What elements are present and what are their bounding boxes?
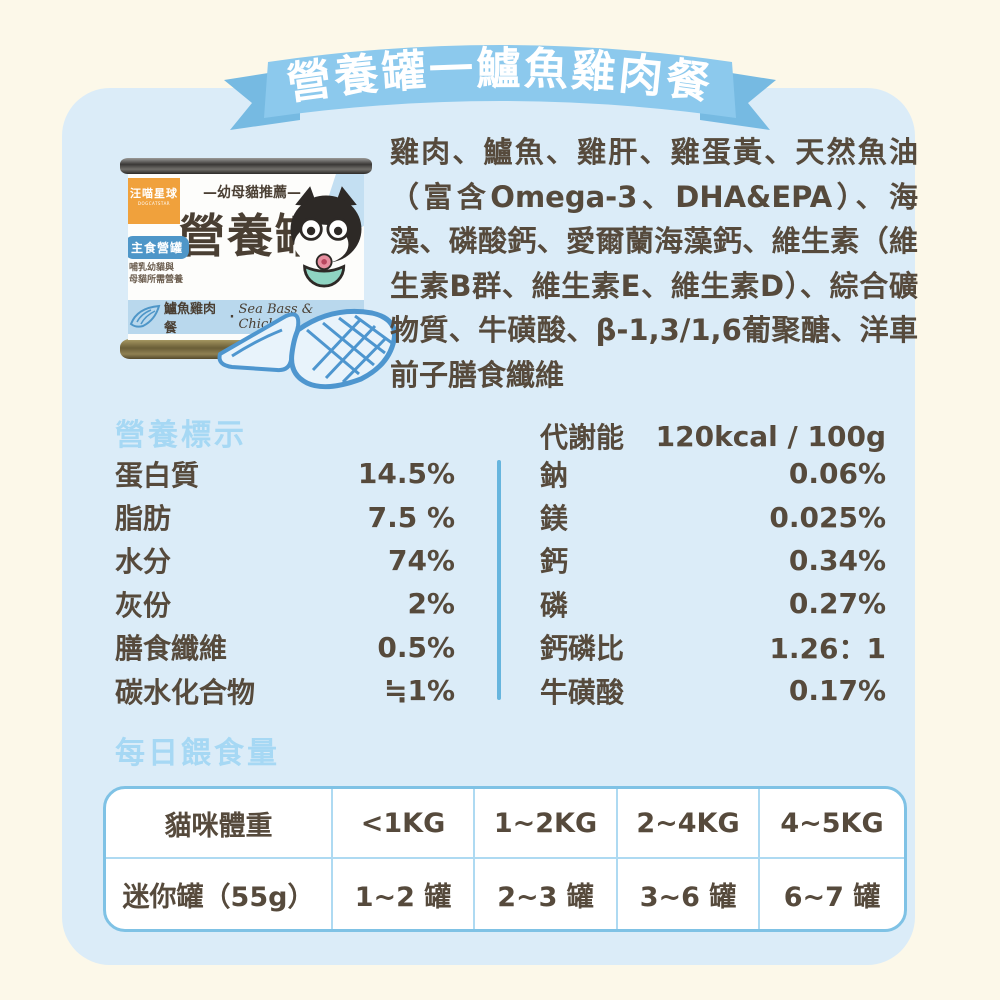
- feeding-value-cell: 2~3 罐: [475, 859, 618, 929]
- nutrient-label: 碳水化合物: [115, 675, 256, 709]
- nutrition-row: 碳水化合物 ≒1%: [115, 669, 455, 712]
- nutrition-row: 蛋白質 14.5%: [115, 452, 455, 495]
- feeding-table: 貓咪體重 <1KG 1~2KG 2~4KG 4~5KG 迷你罐（55g） 1~2…: [103, 786, 907, 932]
- nutrition-section-title: 營養標示: [115, 418, 247, 453]
- brand-name-en: DOGCATSTAR: [137, 201, 171, 206]
- ingredients-text: 雞肉、鱸魚、雞肝、雞蛋黃、天然魚油（富含Omega-3、DHA&EPA）、海藻、…: [390, 135, 918, 392]
- metabolic-energy-row: 代謝能 120kcal / 100g: [540, 416, 886, 456]
- nutrition-row: 鎂 0.025%: [540, 495, 886, 538]
- nutrition-row: 鈉 0.06%: [540, 452, 886, 495]
- nutrient-label: 鎂: [540, 502, 569, 536]
- nutrient-value: 0.06%: [788, 457, 886, 491]
- nutrient-value: 0.5%: [377, 630, 455, 664]
- brand-badge: 汪喵星球 DOGCATSTAR: [128, 178, 180, 224]
- metabolic-energy-label: 代謝能: [540, 421, 625, 454]
- can-label: 汪喵星球 DOGCATSTAR —幼母貓推薦— 營養罐 主食營罐 哺乳幼貓與 母…: [128, 174, 364, 340]
- fish-pattern-icon: [129, 304, 161, 328]
- nutrition-row: 灰份 2%: [115, 582, 455, 625]
- nutrient-label: 水分: [115, 545, 172, 579]
- cat-illustration: [290, 186, 362, 288]
- nutrient-value: 14.5%: [357, 457, 455, 491]
- nutrient-label: 鈣: [540, 545, 569, 579]
- feeding-header-cell: <1KG: [333, 789, 475, 859]
- nutrition-row: 膳食纖維 0.5%: [115, 626, 455, 669]
- feeding-value-cell: 迷你罐（55g）: [106, 859, 333, 929]
- nutrient-value: 0.025%: [769, 500, 886, 534]
- nutrient-label: 灰份: [115, 588, 172, 622]
- staple-can-badge: 主食營罐: [128, 236, 190, 259]
- feeding-value-cell: 6~7 罐: [783, 881, 881, 913]
- nutrient-label: 磷: [540, 588, 569, 622]
- feeding-value-cell: 1~2 罐: [333, 859, 475, 929]
- badge-subtext: 哺乳幼貓與 母貓所需營養: [129, 262, 183, 286]
- feeding-header-cell: 4~5KG: [760, 789, 904, 859]
- nutrition-row: 牛磺酸 0.17%: [540, 669, 886, 712]
- fish-fillet-illustration: [217, 308, 398, 390]
- nutrition-right-column: 鈉 0.06% 鎂 0.025% 鈣 0.34% 磷 0.27% 鈣磷比 1.26：1 牛…: [540, 452, 886, 712]
- nutrition-left-column: 蛋白質 14.5% 脂肪 7.5 % 水分 74% 灰份 2% 膳食纖維 0.5% 碳水化…: [115, 452, 455, 712]
- nutrition-row: 鈣 0.34%: [540, 539, 886, 582]
- flavor-separator: ·: [229, 309, 235, 325]
- recommend-label: —幼母貓推薦—: [203, 185, 301, 201]
- nutrient-value: 0.34%: [788, 543, 886, 577]
- badge-subtext-line1: 哺乳幼貓與: [129, 263, 175, 273]
- feeding-section-title: 每日餵食量: [115, 736, 280, 771]
- brand-name: 汪喵星球: [130, 187, 178, 200]
- feeding-header-cell: 2~4KG: [618, 789, 760, 859]
- feeding-value-cell: 3~6 罐: [618, 859, 760, 929]
- nutrient-label: 膳食纖維: [115, 632, 228, 666]
- nutrient-value: 7.5 %: [367, 500, 455, 534]
- nutrition-row: 水分 74%: [115, 539, 455, 582]
- ribbon-panel-shape: [264, 45, 736, 118]
- nutrient-value: 0.17%: [788, 674, 886, 708]
- feeding-header-cell: 貓咪體重: [106, 789, 333, 859]
- nutrition-row: 磷 0.27%: [540, 582, 886, 625]
- nutrient-value: ≒1%: [384, 674, 455, 708]
- nutrient-value: 74%: [387, 543, 455, 577]
- nutrition-row: 脂肪 7.5 %: [115, 495, 455, 538]
- nutrient-value: 0.27%: [788, 587, 886, 621]
- nutrient-label: 鈣磷比: [540, 632, 625, 666]
- nutrient-label: 鈉: [540, 458, 569, 492]
- badge-subtext-line2: 母貓所需營養: [129, 275, 184, 285]
- can-top-rim: [120, 158, 372, 174]
- column-divider: [497, 460, 501, 700]
- banner-ribbon: 營養罐一鱸魚雞肉餐: [224, 44, 776, 130]
- nutrient-label: 牛磺酸: [540, 675, 625, 709]
- nutrient-label: 脂肪: [115, 502, 172, 536]
- feeding-header-cell: 1~2KG: [475, 789, 618, 859]
- nutrient-label: 蛋白質: [115, 458, 200, 492]
- product-can-image: 汪喵星球 DOGCATSTAR —幼母貓推薦— 營養罐 主食營罐 哺乳幼貓與 母…: [120, 158, 372, 359]
- metabolic-energy-value: 120kcal / 100g: [655, 419, 886, 453]
- flavor-name-zh: 鱸魚雞肉餐: [164, 302, 217, 336]
- nutrition-row: 鈣磷比 1.26：1: [540, 626, 886, 669]
- nutrient-value: 2%: [407, 587, 455, 621]
- nutrient-value: 1.26：1: [769, 632, 886, 666]
